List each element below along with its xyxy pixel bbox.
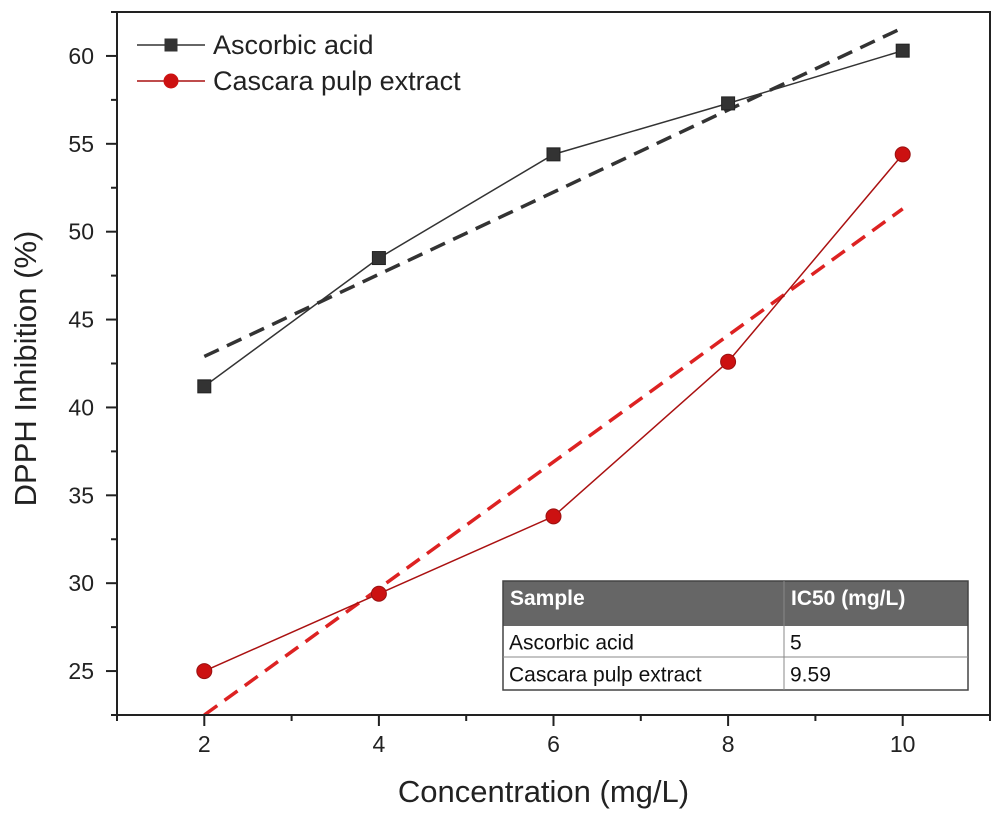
legend-label: Cascara pulp extract bbox=[213, 66, 461, 96]
ic50-table: Sample IC50 (mg/L) Ascorbic acid 5 Cascara p… bbox=[502, 580, 969, 691]
table-header-bg bbox=[503, 581, 968, 626]
series-line-ascorbic-acid bbox=[203, 49, 903, 387]
legend-circle-marker bbox=[163, 73, 179, 89]
table-cell: Ascorbic acid bbox=[509, 632, 634, 655]
data-point-cascara-pulp-extract bbox=[894, 146, 911, 163]
data-point-ascorbic-acid bbox=[895, 43, 910, 58]
table-row-bg bbox=[503, 657, 968, 690]
legend: Ascorbic acid Cascara pulp extract bbox=[137, 30, 461, 96]
y-tick-label: 25 bbox=[68, 658, 94, 684]
x-tick-label: 2 bbox=[198, 731, 211, 757]
legend-label: Ascorbic acid bbox=[213, 30, 374, 60]
table-header-cell: IC50 (mg/L) bbox=[791, 587, 905, 610]
y-tick-label: 30 bbox=[68, 570, 94, 596]
data-point-ascorbic-acid bbox=[197, 379, 212, 394]
data-point-ascorbic-acid bbox=[546, 147, 561, 162]
y-tick-label: 60 bbox=[68, 43, 94, 69]
data-point-ascorbic-acid bbox=[371, 251, 386, 266]
table-cell: 5 bbox=[790, 632, 802, 655]
data-point-cascara-pulp-extract bbox=[720, 353, 737, 370]
x-tick-label: 10 bbox=[890, 731, 916, 757]
legend-square-marker bbox=[164, 38, 178, 52]
x-tick-label: 8 bbox=[722, 731, 735, 757]
axes: 2 4 6 8 10 25 30 35 40 45 50 55 60 Concentration (mg/… bbox=[8, 11, 991, 809]
y-tick-label: 55 bbox=[68, 131, 94, 157]
y-tick-label: 40 bbox=[68, 394, 94, 420]
data-point-cascara-pulp-extract bbox=[545, 508, 562, 525]
y-axis-title: DPPH Inhibition (%) bbox=[8, 231, 43, 507]
y-tick-label: 45 bbox=[68, 307, 94, 333]
table-border bbox=[502, 580, 969, 691]
table-cell: 9.59 bbox=[790, 664, 831, 687]
table-row-bg bbox=[503, 626, 968, 657]
data-point-cascara-pulp-extract bbox=[370, 585, 387, 602]
data-point-ascorbic-acid bbox=[721, 96, 736, 111]
data-point-cascara-pulp-extract bbox=[196, 663, 213, 680]
series-group bbox=[196, 26, 911, 715]
y-tick-label: 50 bbox=[68, 219, 94, 245]
trendline-cascara-pulp-extract bbox=[203, 207, 904, 715]
table-header-cell: Sample bbox=[510, 587, 585, 610]
x-axis-title: Concentration (mg/L) bbox=[398, 774, 689, 809]
table-cell: Cascara pulp extract bbox=[509, 664, 702, 687]
y-tick-label: 35 bbox=[68, 482, 94, 508]
plot-area bbox=[196, 26, 911, 715]
x-tick-label: 6 bbox=[547, 731, 560, 757]
x-tick-label: 4 bbox=[373, 731, 386, 757]
